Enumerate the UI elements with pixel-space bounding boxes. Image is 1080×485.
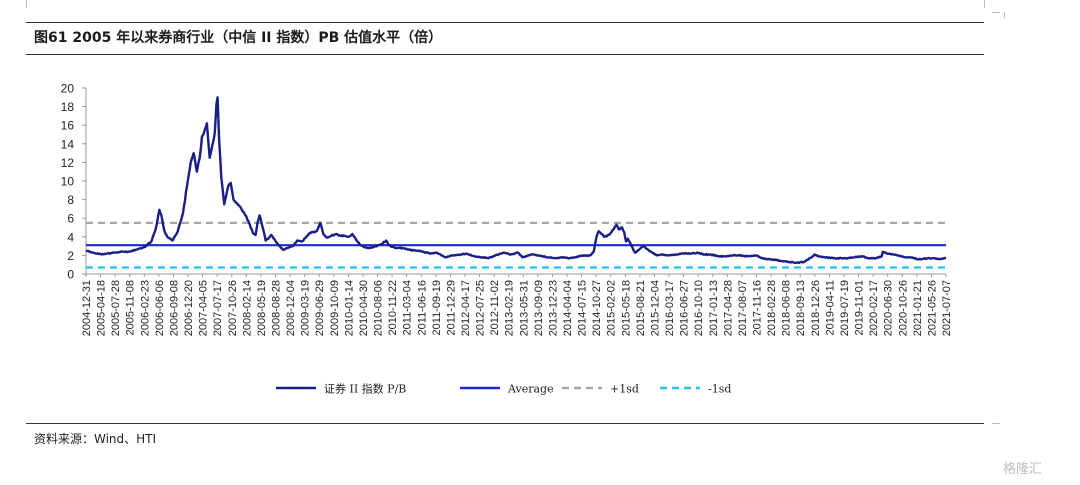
x-axis: 2004-12-31 2005-04-18 2005-07-28 2005-11-08… bbox=[81, 273, 953, 336]
y-tick-label: 16 bbox=[61, 119, 75, 133]
top-rule bbox=[26, 22, 984, 23]
y-tick-label: 2 bbox=[67, 249, 74, 263]
x-tick-label: 2017-08-07 bbox=[737, 280, 749, 336]
x-tick-label: 2011-12-29 bbox=[445, 280, 457, 335]
x-tick-label: 2018-12-26 bbox=[810, 280, 822, 336]
y-tick-label: 0 bbox=[67, 268, 74, 282]
x-tick-label: 2020-02-17 bbox=[868, 280, 880, 336]
y-tick-label: 20 bbox=[61, 82, 75, 96]
x-tick-label: 2008-02-14 bbox=[241, 280, 253, 336]
x-tick-label: 2016-03-17 bbox=[664, 280, 676, 336]
x-tick-label: 2009-06-29 bbox=[314, 280, 326, 336]
legend-label: -1sd bbox=[708, 383, 731, 396]
x-tick-label: 2017-01-13 bbox=[708, 280, 720, 336]
x-tick-label: 2021-07-07 bbox=[941, 280, 953, 336]
legend: 证券 II 指数 P/B Average +1sd -1sd bbox=[276, 382, 731, 396]
watermark: 格隆汇 bbox=[1003, 462, 1043, 477]
x-tick-label: 2019-07-19 bbox=[839, 280, 851, 336]
bottom-rule bbox=[26, 423, 984, 424]
x-tick-label: 2007-10-26 bbox=[227, 280, 239, 336]
y-tick-label: 8 bbox=[67, 193, 74, 207]
x-tick-label: 2018-06-08 bbox=[781, 280, 793, 336]
x-tick-label: 2018-02-28 bbox=[766, 280, 778, 336]
x-tick-label: 2016-10-10 bbox=[693, 280, 705, 336]
figure-title: 图61 2005 年以来券商行业（中信 II 指数）PB 估值水平（倍） bbox=[34, 30, 443, 46]
x-tick-label: 2006-02-23 bbox=[139, 280, 151, 336]
series-layer bbox=[85, 96, 947, 264]
y-tick-label: 4 bbox=[67, 230, 74, 244]
title-rule bbox=[26, 54, 984, 55]
x-tick-label: 2015-08-21 bbox=[635, 280, 647, 336]
x-tick-label: 2011-09-19 bbox=[431, 280, 443, 335]
x-tick-label: 2019-04-11 bbox=[824, 280, 836, 335]
x-tick-label: 2007-07-17 bbox=[212, 280, 224, 336]
x-tick-label: 2005-04-18 bbox=[96, 280, 108, 336]
y-axis: 0 2 4 6 8 10 12 14 16 18 20 bbox=[61, 82, 87, 282]
x-tick-label: 2020-10-26 bbox=[897, 280, 909, 336]
crop-mark bbox=[992, 12, 1000, 13]
x-tick-label: 2008-12-04 bbox=[285, 280, 297, 336]
x-tick-label: 2014-04-04 bbox=[562, 280, 574, 336]
y-tick-label: 18 bbox=[61, 100, 75, 114]
x-tick-label: 2004-12-31 bbox=[81, 280, 93, 336]
legend-label: 证券 II 指数 P/B bbox=[324, 382, 406, 396]
legend-label: Average bbox=[507, 383, 554, 396]
x-tick-label: 2007-04-05 bbox=[198, 280, 210, 336]
x-tick-label: 2012-04-17 bbox=[460, 280, 472, 336]
source-note: 资料来源：Wind、HTI bbox=[34, 432, 157, 446]
x-tick-label: 2013-02-19 bbox=[504, 280, 516, 336]
x-tick-label: 2008-05-19 bbox=[256, 280, 268, 336]
x-tick-label: 2021-05-26 bbox=[926, 280, 938, 336]
x-tick-label: 2015-02-02 bbox=[606, 280, 618, 336]
x-tick-label: 2010-01-14 bbox=[343, 280, 355, 336]
x-tick-label: 2010-04-30 bbox=[358, 280, 370, 336]
x-tick-label: 2009-03-19 bbox=[300, 280, 312, 336]
x-tick-label: 2005-07-28 bbox=[110, 280, 122, 336]
x-tick-label: 2013-12-23 bbox=[547, 280, 559, 336]
x-tick-label: 2008-08-28 bbox=[270, 280, 282, 336]
x-tick-label: 2016-06-27 bbox=[679, 280, 691, 336]
y-tick-label: 12 bbox=[61, 156, 75, 170]
x-tick-label: 2020-06-30 bbox=[883, 280, 895, 336]
legend-label: +1sd bbox=[610, 383, 639, 396]
x-tick-label: 2006-12-20 bbox=[183, 280, 195, 336]
x-tick-label: 2011-06-16 bbox=[416, 280, 428, 335]
x-tick-label: 2021-01-21 bbox=[912, 280, 924, 336]
x-tick-label: 2006-09-08 bbox=[168, 280, 180, 336]
x-tick-label: 2012-07-25 bbox=[475, 280, 487, 336]
x-tick-label: 2005-11-08 bbox=[125, 280, 137, 335]
x-tick-label: 2013-05-31 bbox=[518, 280, 530, 336]
x-tick-label: 2012-11-02 bbox=[489, 280, 501, 335]
y-tick-label: 14 bbox=[61, 137, 75, 151]
x-tick-label: 2013-09-09 bbox=[533, 280, 545, 336]
x-tick-label: 2014-10-27 bbox=[591, 280, 603, 336]
x-tick-label: 2010-11-22 bbox=[387, 280, 399, 335]
x-tick-label: 2017-11-16 bbox=[752, 280, 764, 335]
y-tick-label: 10 bbox=[61, 175, 75, 189]
series-line-pb bbox=[85, 96, 947, 264]
x-tick-label: 2006-06-06 bbox=[154, 280, 166, 336]
reference-lines bbox=[86, 221, 946, 269]
x-tick-label: 2015-05-18 bbox=[620, 280, 632, 336]
crop-mark bbox=[26, 0, 27, 8]
y-tick-label: 6 bbox=[67, 212, 74, 226]
x-tick-label: 2010-08-06 bbox=[373, 280, 385, 336]
crop-mark bbox=[984, 0, 985, 8]
x-tick-label: 2011-03-04 bbox=[402, 280, 414, 335]
x-tick-label: 2009-10-09 bbox=[329, 280, 341, 336]
x-tick-label: 2018-09-13 bbox=[795, 280, 807, 336]
x-tick-label: 2017-04-28 bbox=[722, 280, 734, 336]
x-tick-label: 2015-12-04 bbox=[649, 280, 661, 336]
crop-mark bbox=[992, 423, 1000, 424]
x-tick-label: 2019-11-01 bbox=[854, 280, 866, 335]
x-tick-label: 2014-07-15 bbox=[577, 280, 589, 336]
crop-mark bbox=[1004, 12, 1005, 18]
